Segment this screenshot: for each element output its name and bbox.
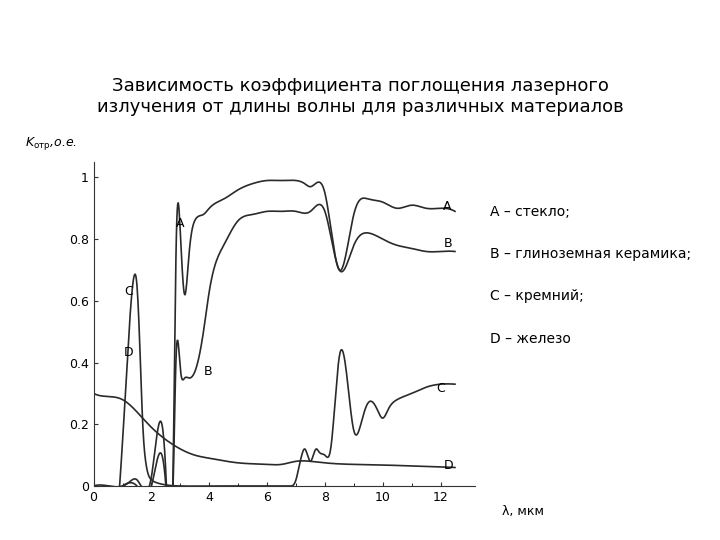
Text: D: D xyxy=(124,346,134,360)
Text: B: B xyxy=(204,365,212,378)
Text: D: D xyxy=(444,458,453,471)
Text: D – железо: D – железо xyxy=(490,332,570,346)
Text: C: C xyxy=(436,382,445,395)
Text: $K_{\mathrm{отр}}$,о.е.: $K_{\mathrm{отр}}$,о.е. xyxy=(25,136,77,152)
Text: C: C xyxy=(124,285,132,298)
Text: A – стекло;: A – стекло; xyxy=(490,205,570,219)
Text: B: B xyxy=(444,237,452,250)
Text: Зависимость коэффициента поглощения лазерного
излучения от длины волны для разли: Зависимость коэффициента поглощения лазе… xyxy=(96,77,624,116)
Text: λ, мкм: λ, мкм xyxy=(502,505,544,518)
Text: C – кремний;: C – кремний; xyxy=(490,289,583,303)
Text: A: A xyxy=(176,217,184,230)
Text: B – глиноземная керамика;: B – глиноземная керамика; xyxy=(490,247,690,261)
Text: A: A xyxy=(444,200,452,213)
